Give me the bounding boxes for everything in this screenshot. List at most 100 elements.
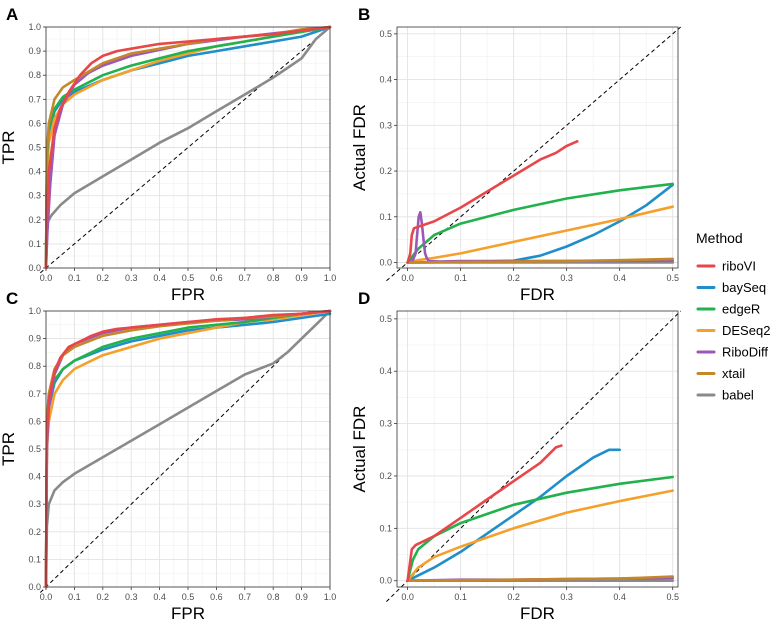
panel-a-x-tick-label: 0.9 xyxy=(295,273,308,283)
panel-a-x-tick-label: 0.0 xyxy=(40,273,53,283)
panel-d-label: D xyxy=(358,289,370,308)
legend-title: Method xyxy=(696,230,743,246)
panel-d-y-tick-label: 0.2 xyxy=(379,471,392,481)
legend-label-edger: edgeR xyxy=(722,302,760,317)
panel-a-x-tick-label: 0.1 xyxy=(68,273,81,283)
panel-d-x-tick-label: 0.0 xyxy=(401,592,414,602)
panel-c-x-tick-label: 0.0 xyxy=(40,592,53,602)
panel-a-y-tick-label: 1.0 xyxy=(28,22,41,32)
panel-c-y-tick-label: 0.6 xyxy=(28,416,41,426)
panel-c-x-tick-label: 0.1 xyxy=(68,592,81,602)
panel-c-x-tick-label: 0.3 xyxy=(125,592,138,602)
panel-b-series-deseq2 xyxy=(406,205,675,264)
panel-d-background xyxy=(397,311,678,587)
panel-d-series-deseq2 xyxy=(406,489,675,583)
panel-c-border xyxy=(45,310,331,588)
legend-label-bayseq: baySeq xyxy=(722,280,766,295)
panel-d-x-tick-label: 0.2 xyxy=(507,592,520,602)
panel-c-x-tick-label: 0.2 xyxy=(97,592,110,602)
panel-a-y-tick-label: 0.6 xyxy=(28,118,41,128)
panel-c-y-tick-label: 0.8 xyxy=(28,361,41,371)
panel-a-y-axis-label: TPR xyxy=(0,131,18,165)
panel-a-x-tick-label: 1.0 xyxy=(324,273,337,283)
panel-d-border xyxy=(396,310,679,588)
panel-b-series-xtail xyxy=(406,257,675,264)
panel-b-y-tick-label: 0.5 xyxy=(379,29,392,39)
panel-a-y-tick-label: 0.4 xyxy=(28,167,41,177)
panel-b-x-axis-label: FDR xyxy=(520,285,555,304)
panel-c-y-tick-label: 0.0 xyxy=(28,582,41,592)
panel-b-y-tick-label: 0.3 xyxy=(379,120,392,130)
panel-a-x-tick-label: 0.3 xyxy=(125,273,138,283)
legend-label-deseq2: DESeq2 xyxy=(722,323,770,338)
panel-c-series-babel xyxy=(44,309,332,589)
panel-c-x-tick-label: 0.8 xyxy=(267,592,280,602)
panel-b-y-tick-label: 0.2 xyxy=(379,166,392,176)
panel-c-y-tick-label: 0.9 xyxy=(28,334,41,344)
panel-b-y-tick-label: 0.1 xyxy=(379,212,392,222)
panel-d-series-xtail xyxy=(406,575,675,583)
panel-d-y-tick-label: 0.5 xyxy=(379,314,392,324)
panel-b-label: B xyxy=(358,5,370,24)
panel-a-y-tick-label: 0.0 xyxy=(28,263,41,273)
panel-c-y-tick-label: 0.5 xyxy=(28,444,41,454)
panel-d-x-tick-label: 0.3 xyxy=(560,592,573,602)
panel-a-series-ribovi xyxy=(44,25,332,270)
panel-a-x-tick-label: 0.2 xyxy=(97,273,110,283)
panel-d-y-tick-label: 0.0 xyxy=(379,576,392,586)
legend-label-ribodiff: RiboDiff xyxy=(722,345,768,360)
panel-c-y-tick-label: 0.7 xyxy=(28,389,41,399)
panel-b-x-tick-label: 0.1 xyxy=(454,273,467,283)
panel-c-y-axis-label: TPR xyxy=(0,432,18,466)
panel-c-y-tick-label: 0.3 xyxy=(28,499,41,509)
panel-a-x-tick-label: 0.4 xyxy=(153,273,166,283)
panel-a-x-tick-label: 0.5 xyxy=(182,273,195,283)
legend-label-xtail: xtail xyxy=(722,366,745,381)
panel-c-y-tick-label: 0.4 xyxy=(28,472,41,482)
panel-d-series-bayseq xyxy=(406,448,622,583)
panel-d-y-axis-label: Actual FDR xyxy=(350,406,369,493)
panel-d-series-ribovi xyxy=(406,444,563,583)
panel-c-y-tick-label: 1.0 xyxy=(28,306,41,316)
panel-b-y-tick-label: 0.0 xyxy=(379,258,392,268)
panel-d-series-edger xyxy=(406,475,675,583)
panel-a-border xyxy=(45,26,331,269)
panel-a-diagonal-reference-line xyxy=(39,26,331,274)
panel-c-series-ribovi xyxy=(44,309,332,589)
legend-label-ribovi: riboVI xyxy=(722,259,756,274)
panel-a-series-babel xyxy=(44,25,332,270)
panel-d-y-tick-label: 0.3 xyxy=(379,419,392,429)
panel-d-x-axis-label: FDR xyxy=(520,604,555,621)
panel-a-y-tick-label: 0.8 xyxy=(28,70,41,80)
panel-c-x-tick-label: 0.4 xyxy=(153,592,166,602)
panel-b-x-tick-label: 0.5 xyxy=(666,273,679,283)
panel-a-x-tick-label: 0.8 xyxy=(267,273,280,283)
panel-b-y-axis-label: Actual FDR xyxy=(350,104,369,191)
legend-label-babel: babel xyxy=(722,388,754,403)
panel-c-x-tick-label: 0.5 xyxy=(182,592,195,602)
panel-b-border xyxy=(396,26,679,269)
panel-c-y-tick-label: 0.2 xyxy=(28,527,41,537)
panel-b-x-tick-label: 0.0 xyxy=(401,273,414,283)
panel-b-x-tick-label: 0.4 xyxy=(613,273,626,283)
panel-c-label: C xyxy=(6,289,18,308)
panel-d-x-tick-label: 0.5 xyxy=(666,592,679,602)
panel-a-y-tick-label: 0.1 xyxy=(28,239,41,249)
panel-c-x-tick-label: 0.9 xyxy=(295,592,308,602)
panel-b-x-tick-label: 0.2 xyxy=(507,273,520,283)
panel-d-y-tick-label: 0.4 xyxy=(379,366,392,376)
panel-c-x-axis-label: FPR xyxy=(171,604,205,621)
panel-b-series-ribovi xyxy=(406,140,579,264)
panel-a-series-edger xyxy=(44,25,332,270)
panel-d-x-tick-label: 0.1 xyxy=(454,592,467,602)
panel-b-diagonal-reference-line xyxy=(386,26,681,282)
panel-b-background xyxy=(397,27,678,268)
panel-a-y-tick-label: 0.9 xyxy=(28,46,41,56)
panel-b-y-tick-label: 0.4 xyxy=(379,75,392,85)
panel-c-x-tick-label: 1.0 xyxy=(324,592,337,602)
panel-a-y-tick-label: 0.3 xyxy=(28,191,41,201)
panel-a-label: A xyxy=(6,5,18,24)
panel-c-y-tick-label: 0.1 xyxy=(28,554,41,564)
panel-b-x-tick-label: 0.3 xyxy=(560,273,573,283)
panel-a-y-tick-label: 0.7 xyxy=(28,94,41,104)
